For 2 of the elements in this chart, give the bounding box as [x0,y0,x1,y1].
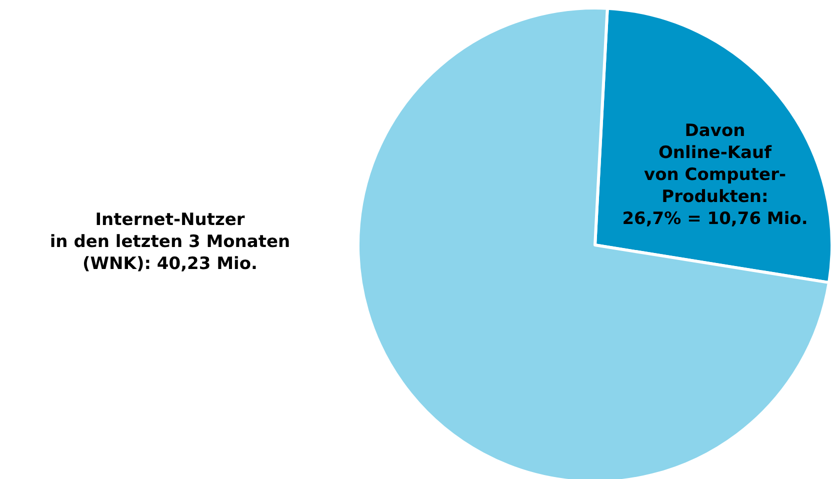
slice-label: Internet-Nutzer in den letzten 3 Monaten (WNK): 40,23 Mio. [50,210,290,274]
slice-label: Davon Online-Kauf von Computer- Produkten: 26,7% = 10,76 Mio. [622,121,808,229]
